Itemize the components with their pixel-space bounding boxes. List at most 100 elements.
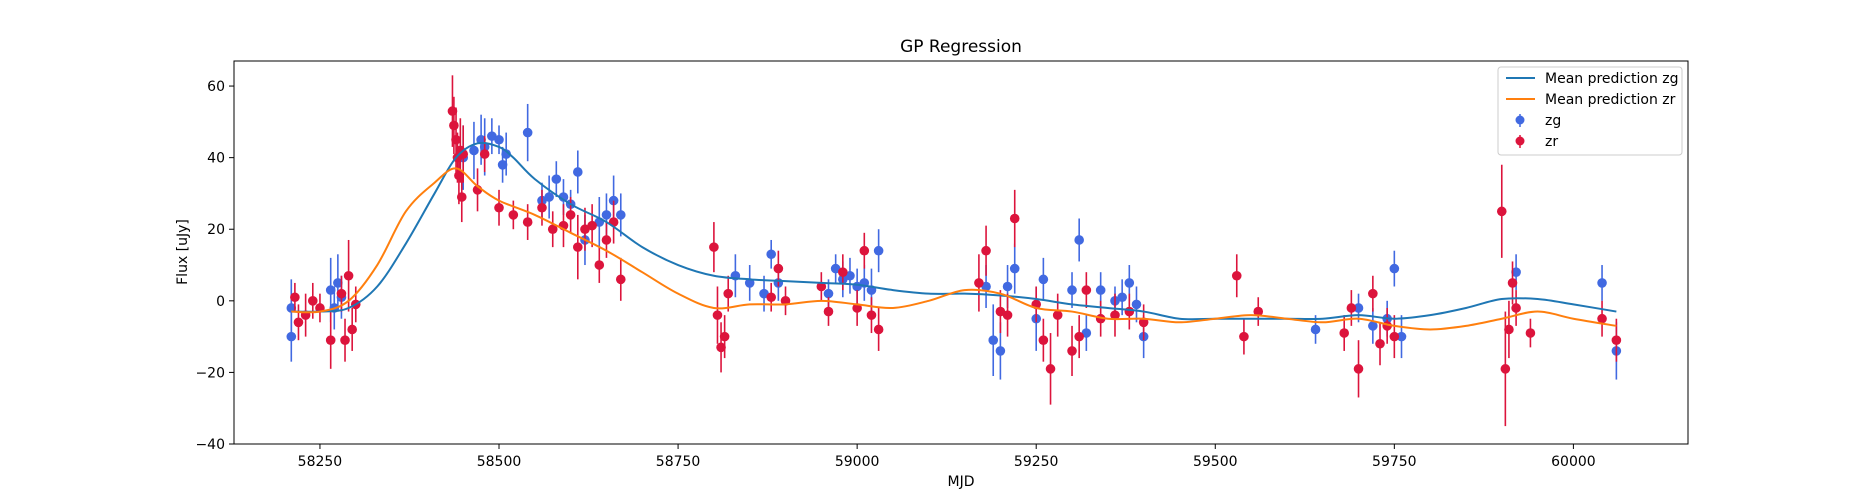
data-point [723, 288, 734, 299]
data-point [340, 335, 350, 345]
data-point [995, 306, 1006, 317]
legend-label-zg-points: zg [1545, 113, 1561, 129]
data-point [744, 278, 755, 288]
data-point [469, 145, 479, 156]
data-point [716, 342, 726, 353]
data-point [1124, 306, 1135, 317]
data-point [1038, 335, 1049, 345]
data-point [766, 292, 776, 303]
data-point [859, 245, 870, 256]
data-point [816, 281, 827, 292]
data-point [1368, 288, 1378, 299]
data-point [1009, 213, 1020, 224]
data-point [838, 267, 848, 277]
data-point [587, 220, 597, 231]
data-point [537, 202, 547, 213]
data-point [347, 324, 357, 335]
data-point [1389, 331, 1400, 342]
data-point [494, 134, 504, 145]
data-point [1117, 292, 1127, 303]
data-point [780, 296, 791, 306]
x-tick-label: 59500 [1193, 454, 1238, 470]
data-point [1375, 338, 1385, 349]
data-point [290, 292, 300, 303]
data-point [325, 285, 336, 295]
data-point [988, 335, 999, 345]
data-point [544, 192, 554, 202]
data-point [501, 149, 511, 159]
data-point [522, 217, 533, 227]
data-point [601, 210, 612, 220]
x-axis: 58250 58500 58750 59000 59250 59500 59750 60000 [298, 444, 1596, 470]
data-point [479, 149, 490, 159]
data-point [974, 278, 984, 288]
data-point [1110, 310, 1120, 320]
y-tick-label: 60 [207, 79, 225, 95]
legend-label-zg-line: Mean prediction zg [1545, 71, 1679, 87]
data-point [1002, 281, 1013, 292]
data-point [823, 306, 834, 317]
data-point [551, 174, 562, 184]
legend-swatch-zg-points [1515, 114, 1525, 127]
data-point [1002, 310, 1013, 320]
data-point [286, 331, 297, 342]
data-point [1504, 324, 1514, 335]
y-tick-label: −40 [195, 437, 225, 453]
data-point [1389, 263, 1400, 274]
data-point [1124, 278, 1135, 288]
data-point [709, 242, 719, 252]
data-point [845, 270, 855, 281]
data-point [497, 160, 508, 170]
x-tick-label: 59250 [1014, 454, 1059, 470]
data-point [558, 192, 569, 202]
data-point [1231, 270, 1242, 281]
data-point [1045, 364, 1056, 374]
y-tick-label: 40 [207, 151, 225, 167]
data-point [307, 296, 318, 306]
data-point [451, 134, 461, 145]
data-point [1052, 310, 1063, 320]
data-point [712, 310, 723, 320]
data-point [580, 224, 590, 235]
data-point [1507, 278, 1518, 288]
x-tick-label: 59000 [835, 454, 880, 470]
data-point [1074, 331, 1084, 342]
legend: Mean prediction zg Mean prediction zr zg… [1497, 66, 1683, 156]
data-point [1074, 235, 1084, 245]
x-tick-label: 58500 [477, 454, 522, 470]
series-zr-points [290, 75, 1622, 427]
data-point [293, 317, 304, 328]
data-point [1396, 331, 1407, 342]
data-point [1368, 321, 1378, 331]
data-point [1353, 303, 1364, 313]
data-point [487, 131, 497, 141]
data-point [719, 331, 730, 342]
data-point [449, 120, 459, 131]
data-point [1081, 285, 1092, 295]
data-point [766, 249, 776, 260]
data-point [494, 202, 504, 213]
data-point [823, 288, 834, 299]
data-point [1500, 364, 1511, 374]
data-point [615, 210, 626, 220]
y-tick-label: −20 [195, 365, 225, 381]
data-point [1346, 303, 1357, 313]
data-point [1339, 328, 1349, 338]
x-axis-label: MJD [948, 474, 975, 490]
data-point [1597, 313, 1607, 324]
data-point [601, 235, 612, 245]
data-point [1038, 274, 1049, 285]
data-point [615, 274, 626, 285]
x-tick-label: 59750 [1372, 454, 1417, 470]
data-point [565, 210, 576, 220]
data-point [1253, 306, 1264, 317]
data-point [873, 324, 884, 335]
data-point [333, 278, 343, 288]
data-point [1081, 328, 1092, 338]
data-point [573, 167, 583, 177]
x-tick-label: 58250 [298, 454, 343, 470]
data-point [522, 127, 533, 138]
data-point [456, 192, 467, 202]
